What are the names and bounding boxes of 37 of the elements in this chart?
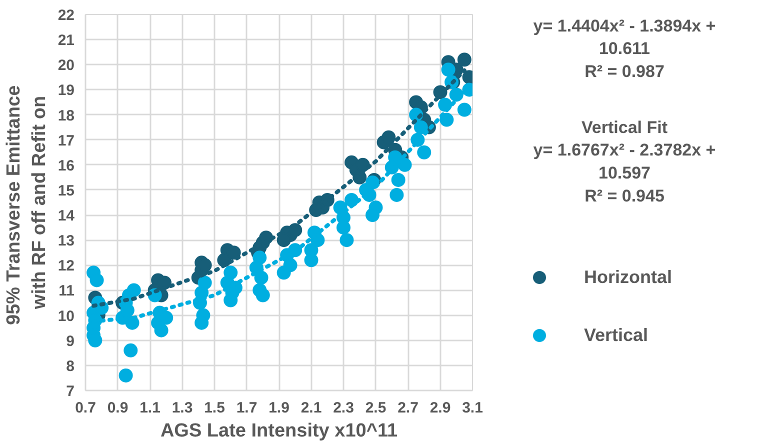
y-axis-title: 95% Transverse Emittance with RF off and Refit on <box>4 85 50 326</box>
y-tick-label: 18 <box>58 107 75 124</box>
x-tick-label: 1.5 <box>204 400 225 416</box>
y-tick-label: 16 <box>58 157 75 174</box>
y-tick-label: 19 <box>58 82 75 100</box>
x-tick-label: 1.1 <box>140 400 160 416</box>
x-tick-label: 1.9 <box>268 400 290 416</box>
text: Vertical Fit y= 1.6767x² - 2.3782x + 10.597 R² = 0.945 <box>533 118 716 206</box>
y-tick-label: 17 <box>58 132 75 150</box>
text: y= 1.4404x² - 1.3894x + 10.611 R² = 0.987 <box>533 16 716 81</box>
x-tick-label: 0.7 <box>75 400 96 416</box>
x-tick-label: 0.9 <box>107 400 128 416</box>
x-tick-label: 2.5 <box>365 400 386 416</box>
x-tick-label: 1.7 <box>236 400 258 416</box>
y-tick-label: 10 <box>58 308 75 325</box>
y-tick-label: 9 <box>66 332 74 350</box>
y-tick-label: 14 <box>58 208 76 225</box>
y-tick-label: 21 <box>58 32 75 50</box>
legend-label: Horizontal <box>584 266 672 288</box>
x-axis-title: AGS Late Intensity x10^11 <box>160 420 398 442</box>
y-tick-label: 7 <box>66 383 74 400</box>
y-tick-label: 8 <box>66 358 74 375</box>
legend-label: Vertical <box>584 324 648 346</box>
point <box>382 130 396 144</box>
x-tick-label: 2.7 <box>398 400 418 416</box>
x-tick-label: 2.1 <box>300 400 322 416</box>
y-tick-label: 22 <box>58 7 75 24</box>
x-tick-label: 2.9 <box>430 400 451 416</box>
x-tick-label: 2.3 <box>333 400 354 416</box>
y-tick-label: 15 <box>58 182 75 200</box>
x-tick-label: 1.3 <box>172 400 193 416</box>
y-tick-label: 20 <box>58 57 75 74</box>
y-tick-label: 12 <box>58 258 75 275</box>
point <box>457 52 472 67</box>
x-tick-label: 3.1 <box>462 400 483 416</box>
y-tick-label: 13 <box>58 232 75 250</box>
y-tick-label: 11 <box>58 282 74 300</box>
